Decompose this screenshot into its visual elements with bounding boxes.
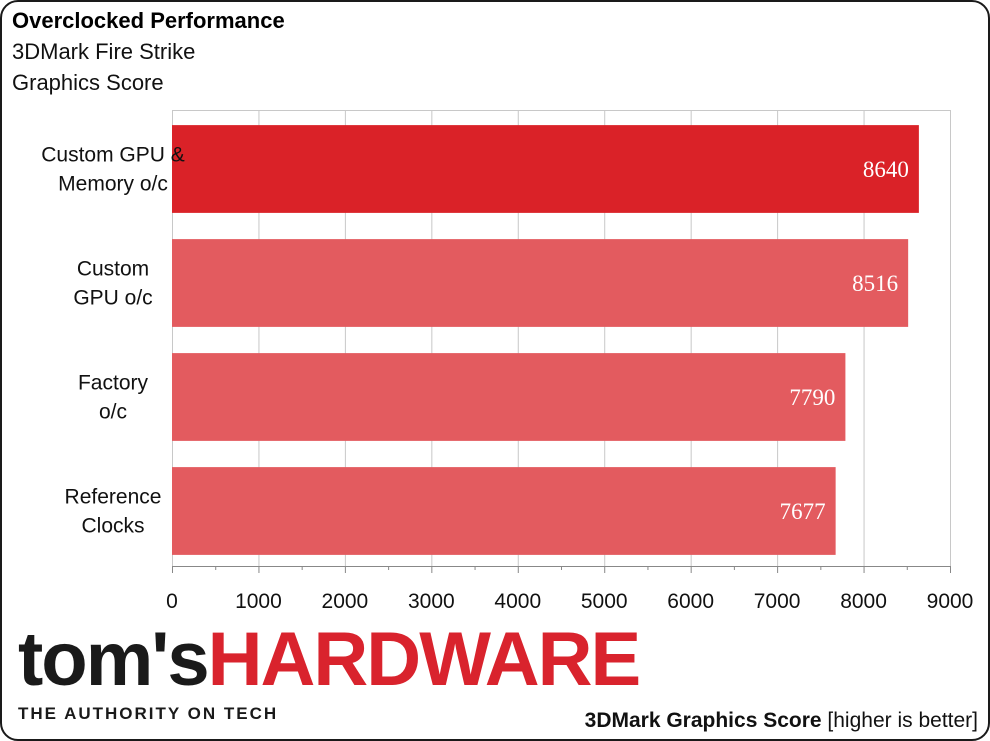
x-tick-label-2000: 2000 [322, 590, 369, 613]
footnote-metric: 3DMark Graphics Score [584, 709, 822, 732]
category-label-3-line-1: Reference [65, 486, 162, 509]
category-label-3-line-2: Clocks [81, 515, 144, 538]
x-tick-label-0: 0 [166, 590, 178, 613]
chart-subtitle-line-1: 3DMark Fire Strike [12, 39, 196, 64]
bar-2 [172, 353, 846, 441]
x-tick-label-1000: 1000 [235, 590, 282, 613]
category-label-2-line-2: o/c [99, 401, 127, 424]
chart-title: Overclocked Performance [12, 8, 285, 33]
bar-value-label-2: 7790 [789, 385, 835, 410]
x-tick-label-8000: 8000 [840, 590, 887, 613]
bar-value-label-0: 8640 [863, 157, 909, 182]
x-tick-label-7000: 7000 [754, 590, 801, 613]
labels: 0 1000 2000 3000 4000 5000 6000 7000 8000 9000 864… [41, 144, 973, 614]
logo-tagline: THE AUTHORITY ON TECH [18, 704, 279, 723]
bar-value-label-3: 7677 [780, 499, 826, 524]
axis-footnote: 3DMark Graphics Score [higher is better] [585, 709, 978, 733]
logo-text-hardware: HARDWARE [207, 617, 642, 702]
category-label-0-line-2: Memory o/c [58, 173, 168, 196]
category-label-1-line-1: Custom [77, 258, 149, 281]
category-label-1-line-2: GPU o/c [73, 287, 152, 310]
x-axis [172, 566, 951, 573]
x-tick-label-6000: 6000 [667, 590, 714, 613]
bar-0 [172, 125, 919, 213]
chart-subtitle-line-2: Graphics Score [12, 70, 164, 95]
bar-3 [172, 467, 836, 555]
toms-hardware-logo: tom'sHARDWARE THE AUTHORITY ON TECH [18, 622, 641, 724]
bar-value-label-1: 8516 [852, 271, 898, 296]
x-tick-label-9000: 9000 [927, 590, 974, 613]
x-tick-label-3000: 3000 [408, 590, 455, 613]
footnote-note: [higher is better] [821, 709, 978, 732]
x-tick-label-5000: 5000 [581, 590, 628, 613]
category-label-2-line-1: Factory [78, 372, 149, 395]
bar-1 [172, 239, 909, 327]
x-tick-label-4000: 4000 [494, 590, 541, 613]
bars [172, 125, 919, 555]
category-label-0-line-1: Custom GPU & [41, 144, 185, 167]
bar-chart: 0 1000 2000 3000 4000 5000 6000 7000 8000 9000 864… [41, 110, 973, 614]
logo-text-toms: tom's [18, 617, 210, 702]
